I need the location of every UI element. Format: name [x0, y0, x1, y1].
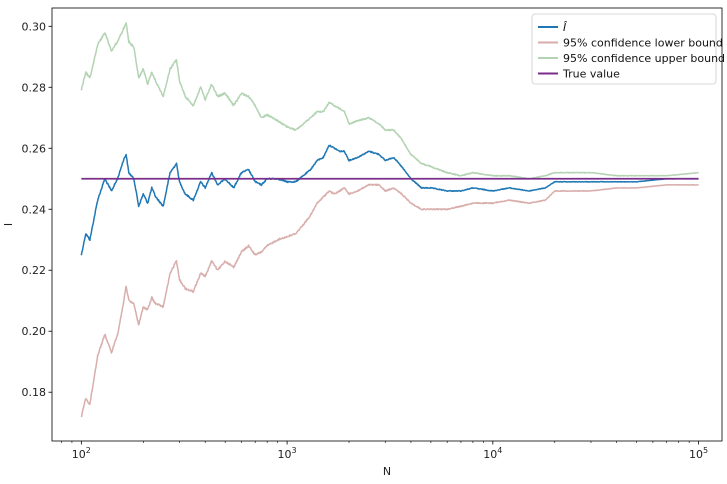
x-tick-exponent: 2 [86, 446, 91, 455]
series-line-1 [80, 183, 699, 418]
y-axis-ticks: 0.18 0.20 0.22 0.24 0.26 0.28 0.30 [22, 20, 52, 399]
y-tick-label: 0.30 [22, 20, 47, 33]
axes-frame [51, 7, 723, 442]
x-tick-exponent: 3 [292, 446, 297, 455]
legend: Î 95% confidence lower bound 95% confidenc… [531, 13, 725, 85]
y-tick-label: 0.18 [22, 386, 47, 399]
x-tick-label: 103 [278, 446, 297, 461]
x-tick-label: 104 [483, 446, 502, 461]
y-tick-label: 0.26 [22, 142, 47, 155]
legend-entry: 95% confidence lower bound [563, 37, 723, 50]
y-axis-label: I [2, 223, 15, 226]
x-axis-ticks: 102 103 104 105 [61, 441, 708, 461]
series-group [80, 22, 699, 418]
x-tick-base: 10 [278, 448, 292, 461]
y-tick-label: 0.24 [22, 203, 47, 216]
x-tick-exponent: 4 [497, 446, 502, 455]
x-tick-base: 10 [72, 448, 86, 461]
x-tick-exponent: 5 [703, 446, 708, 455]
x-tick-base: 10 [689, 448, 703, 461]
y-tick-label: 0.22 [22, 264, 47, 277]
legend-entry: True value [562, 68, 620, 81]
legend-entry: 95% confidence upper bound [563, 52, 725, 65]
y-tick-label: 0.28 [22, 81, 47, 94]
series-line-0 [80, 144, 699, 256]
x-tick-label: 105 [689, 446, 708, 461]
x-tick-base: 10 [483, 448, 497, 461]
x-tick-label: 102 [72, 446, 91, 461]
y-tick-label: 0.20 [22, 325, 47, 338]
legend-entry: Î [563, 21, 568, 34]
x-axis-label: N [383, 465, 391, 478]
legend-box [531, 13, 717, 85]
series-line-2 [80, 22, 699, 180]
